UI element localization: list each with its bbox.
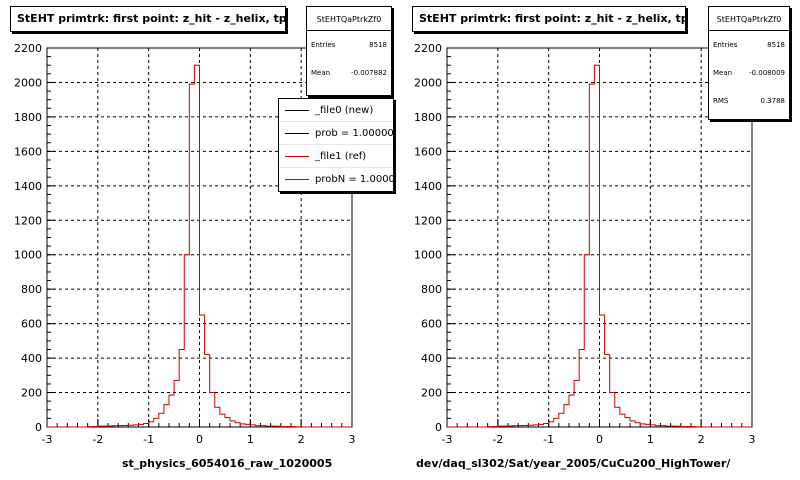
y-tick-label: 0	[35, 421, 42, 434]
right-stats-row-mean: Mean -0.008009	[709, 59, 789, 87]
left-histogram-panel: 0 200 400 600 800 1000 1200 1400 1600 1800 2000 220…	[10, 6, 394, 470]
right-stats-label-entries: Entries	[713, 41, 738, 49]
legend-line-file1	[285, 155, 309, 157]
legend-entry-file0: _file0 (new)	[279, 99, 393, 122]
left-x-axis-title: st_physics_6054016_raw_1020005	[122, 457, 333, 470]
right-stats-label-mean: Mean	[713, 69, 733, 77]
legend-entry-probn: probN = 1.000000	[279, 168, 393, 190]
left-stats-label-entries: Entries	[311, 41, 336, 49]
y-tick-label: 1200	[14, 214, 42, 227]
legend-entry-prob: prob = 1.000000	[279, 122, 393, 145]
y-tick-label: 1800	[14, 111, 42, 124]
left-stats-row-entries: Entries 8518	[307, 31, 391, 59]
x-tick-label: 3	[349, 433, 356, 446]
legend-label-prob: prob = 1.000000	[315, 127, 394, 139]
x-tick-label: 2	[698, 433, 705, 446]
right-stats-row-rms: RMS 0.3788	[709, 87, 789, 115]
legend-line-prob	[285, 132, 309, 134]
x-tick-label: 1	[647, 433, 654, 446]
left-stats-name: StEHTQaPtrkZf0	[307, 7, 391, 31]
right-stats-row-entries: Entries 8518	[709, 31, 789, 59]
x-tick-label: -2	[492, 433, 503, 446]
left-stats-row-mean: Mean -0.007882	[307, 59, 391, 87]
x-tick-label: -2	[92, 433, 103, 446]
x-tick-label: -1	[143, 433, 154, 446]
x-tick-label: 1	[247, 433, 254, 446]
right-histogram-panel: 0 200 400 600 800 1000 1200 1400 1600 1800 2000 220…	[400, 0, 800, 480]
right-stats-name: StEHTQaPtrkZf0	[709, 7, 789, 31]
right-stats-value-entries: 8518	[767, 41, 785, 49]
legend-label-file0: _file0 (new)	[315, 104, 374, 116]
histogram-series-line	[447, 64, 752, 428]
legend-line-probn	[285, 178, 309, 180]
legend-entry-file1: _file1 (ref)	[279, 145, 393, 168]
y-tick-label: 800	[21, 283, 42, 296]
y-tick-label: 1400	[414, 180, 442, 193]
right-stats-value-mean: -0.008009	[749, 69, 785, 77]
right-histogram-plot: 0 200 400 600 800 1000 1200 1400 1600 1800 2000 220…	[414, 42, 756, 446]
y-tick-label: 1200	[414, 214, 442, 227]
y-tick-label: 600	[21, 318, 42, 331]
y-tick-label: 1600	[14, 145, 42, 158]
left-histogram-plot: 0 200 400 600 800 1000 1200 1400 1600 1800 2000 220…	[14, 42, 356, 446]
x-tick-label: -3	[42, 433, 53, 446]
y-tick-label: 2200	[14, 42, 42, 55]
left-legend: _file0 (new) prob = 1.000000 _file1 (ref…	[278, 98, 394, 192]
y-tick-label: 200	[421, 387, 442, 400]
y-tick-label: 200	[21, 387, 42, 400]
y-tick-label: 2200	[414, 42, 442, 55]
x-tick-label: -1	[543, 433, 554, 446]
legend-label-file1: _file1 (ref)	[315, 150, 367, 162]
y-tick-label: 2000	[14, 76, 42, 89]
x-tick-label: -3	[442, 433, 453, 446]
right-histogram-title: StEHT primtrk: first point: z_hit - z_he…	[412, 6, 686, 32]
left-histogram-title: StEHT primtrk: first point: z_hit - z_he…	[10, 6, 286, 32]
x-tick-label: 0	[596, 433, 603, 446]
y-tick-label: 1400	[14, 180, 42, 193]
left-stats-value-entries: 8518	[369, 41, 387, 49]
histogram-series-line	[47, 64, 352, 428]
legend-line-file0	[285, 109, 309, 111]
left-stats-box: StEHTQaPtrkZf0 Entries 8518 Mean -0.0078…	[306, 6, 392, 96]
left-stats-label-mean: Mean	[311, 69, 331, 77]
right-stats-value-rms: 0.3788	[760, 97, 786, 105]
y-tick-label: 400	[421, 352, 442, 365]
legend-label-probn: probN = 1.000000	[315, 173, 394, 185]
y-tick-label: 0	[435, 421, 442, 434]
x-tick-label: 3	[749, 433, 756, 446]
y-tick-label: 1600	[414, 145, 442, 158]
y-tick-label: 400	[21, 352, 42, 365]
left-stats-value-mean: -0.007882	[351, 69, 387, 77]
x-tick-label: 2	[298, 433, 305, 446]
y-tick-label: 600	[421, 318, 442, 331]
y-tick-label: 1800	[414, 111, 442, 124]
y-tick-label: 1000	[14, 249, 42, 262]
y-tick-label: 800	[421, 283, 442, 296]
y-tick-label: 1000	[414, 249, 442, 262]
y-tick-label: 2000	[414, 76, 442, 89]
x-tick-label: 0	[196, 433, 203, 446]
right-x-axis-title: dev/daq_sl302/Sat/year_2005/CuCu200_High…	[416, 457, 731, 470]
right-stats-box: StEHTQaPtrkZf0 Entries 8518 Mean -0.0080…	[708, 6, 790, 120]
right-stats-label-rms: RMS	[713, 97, 729, 105]
